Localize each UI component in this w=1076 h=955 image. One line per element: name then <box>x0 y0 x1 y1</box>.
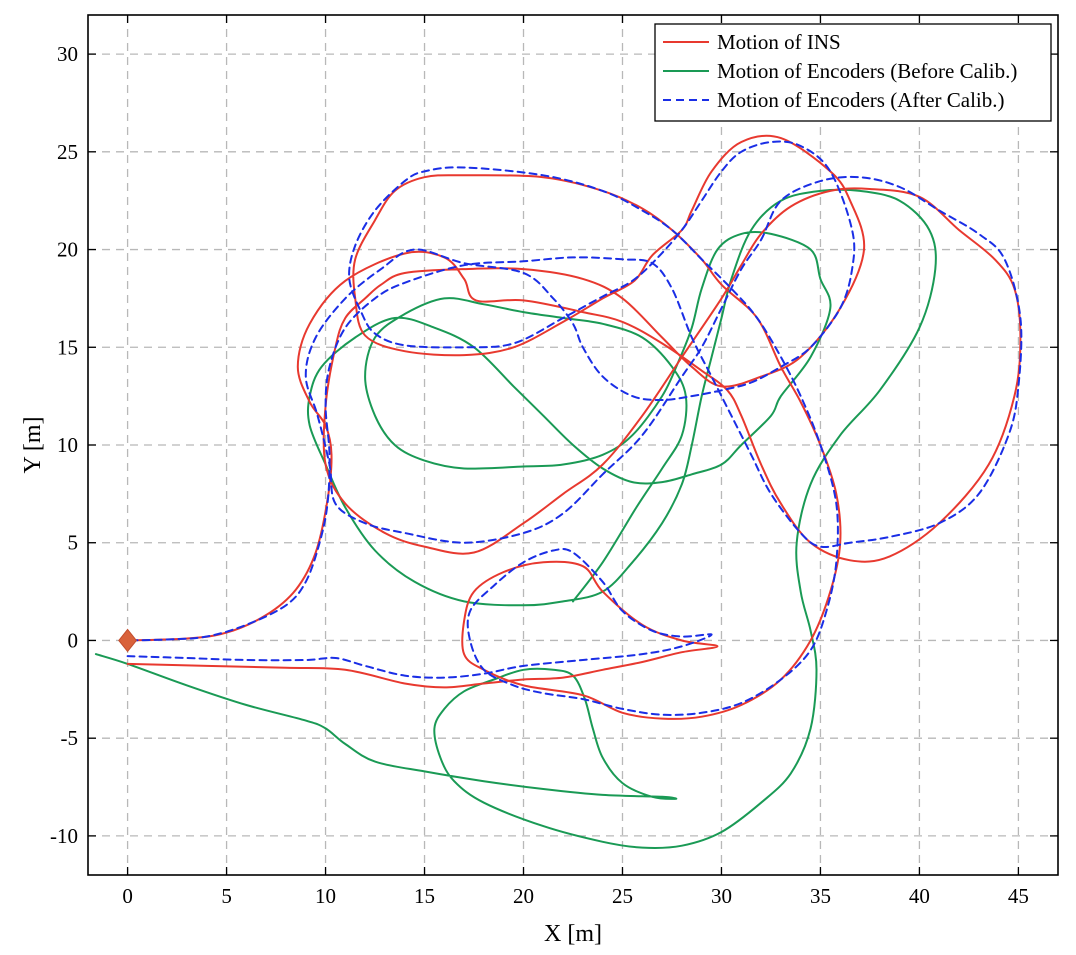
start-marker <box>118 628 138 653</box>
x-axis-label: X [m] <box>544 921 602 947</box>
y-tick-label: 0 <box>68 628 79 652</box>
legend-label-3: Motion of Encoders (After Calib.) <box>717 88 1005 112</box>
y-tick-label: 5 <box>68 531 79 555</box>
y-tick-label: 20 <box>57 238 78 262</box>
x-tick-label: 30 <box>711 884 732 908</box>
legend-label-1: Motion of INS <box>717 30 841 54</box>
legend-box <box>654 23 1052 122</box>
marker-layer <box>118 628 138 653</box>
x-tick-label: 10 <box>315 884 336 908</box>
y-tick-label: 15 <box>57 335 78 359</box>
x-tick-label: 0 <box>122 884 133 908</box>
y-tick-label: -5 <box>61 726 79 750</box>
series-line-2 <box>94 188 937 849</box>
x-tick-label: 40 <box>909 884 930 908</box>
y-tick-label: 10 <box>57 433 78 457</box>
ticks: 0 5 10 15 20 25 30 35 40 45 -10 -5 0 5 10 15 20 25 30 <box>50 15 1058 908</box>
grid <box>88 15 1058 875</box>
legend: Motion of INS Motion of Encoders (Before … <box>654 23 1052 122</box>
series-line-1 <box>126 134 1022 720</box>
y-tick-label: 30 <box>57 42 78 66</box>
x-tick-label: 25 <box>612 884 633 908</box>
series-layer <box>94 134 1023 849</box>
x-tick-label: 45 <box>1008 884 1029 908</box>
y-tick-label: -10 <box>50 824 78 848</box>
x-tick-label: 35 <box>810 884 831 908</box>
x-tick-label: 15 <box>414 884 435 908</box>
x-tick-label: 5 <box>221 884 232 908</box>
x-tick-label: 20 <box>513 884 534 908</box>
y-axis-label: Y [m] <box>20 416 46 473</box>
series-line-3 <box>126 140 1023 716</box>
legend-label-2: Motion of Encoders (Before Calib.) <box>717 59 1017 83</box>
y-tick-label: 25 <box>57 140 78 164</box>
